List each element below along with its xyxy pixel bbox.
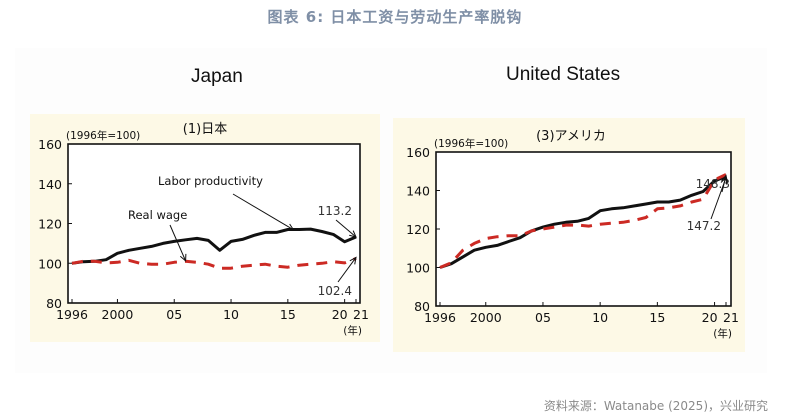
x-axis-unit: (年) [713, 327, 732, 340]
x-tick-label: 10 [223, 307, 239, 322]
x-tick-label: 21 [353, 307, 369, 322]
x-tick-label: 21 [723, 310, 739, 325]
y-tick-label: 100 [406, 261, 430, 276]
annotation-labor-productivity: Labor productivity [158, 174, 263, 188]
plot-area [67, 143, 361, 304]
arrow-wage-2021 [337, 257, 357, 283]
value-label-productivity-2021: 113.2 [318, 204, 352, 218]
labor-productivity-line [71, 227, 357, 265]
annotation-real-wage: Real wage [128, 208, 187, 222]
chart-title: (1)日本 [183, 122, 227, 137]
y-tick-label: 120 [406, 222, 430, 237]
x-tick-label: 20 [332, 307, 348, 322]
y-tick-label: 80 [414, 299, 430, 314]
source-note: 资料来源：Watanabe (2025)，兴业研究 [543, 399, 768, 413]
y-tick-label: 160 [406, 145, 430, 160]
real-wage-line [439, 173, 727, 269]
arrow-productivity-2021 [710, 177, 727, 220]
x-tick-label: 05 [535, 310, 551, 325]
japan-panel: (1)日本 (1996年=100) 160 140 120 100 80 1996 2000 05… [30, 114, 380, 342]
x-tick-label: 15 [280, 307, 296, 322]
x-tick-label: 05 [166, 307, 182, 322]
plot-area [435, 151, 732, 307]
arrow-productivity-2021 [335, 219, 357, 238]
x-tick-label: 20 [702, 310, 718, 325]
y-tick-label: 80 [46, 296, 62, 311]
us-panel: (3)アメリカ (1996年=100) 160 140 120 100 80 1996 2000… [393, 118, 745, 352]
arrow-real-wage-head [179, 253, 187, 262]
arrow-wage-2021-head [349, 256, 357, 265]
arrow-labor-productivity [232, 193, 294, 231]
unit-label: (1996年=100) [434, 137, 508, 150]
arrow-labor-productivity-head [286, 223, 295, 231]
x-tick-label: 2000 [470, 310, 502, 325]
arrow-real-wage [169, 224, 187, 262]
arrow-productivity-2021-head [720, 176, 728, 185]
us-heading: United States [506, 64, 621, 85]
x-tick-label: 2000 [102, 307, 134, 322]
x-tick-label: 1996 [56, 307, 88, 322]
y-tick-label: 120 [38, 217, 62, 232]
unit-label: (1996年=100) [66, 129, 140, 142]
value-label-wage-2021: 102.4 [318, 284, 352, 298]
y-tick-label: 100 [38, 256, 62, 271]
x-tick-label: 1996 [424, 310, 456, 325]
arrow-wage-2021-head [721, 174, 728, 183]
x-axis-unit: (年) [343, 324, 362, 337]
y-tick-label: 140 [406, 184, 430, 199]
labor-productivity-line [439, 175, 727, 269]
x-tick-label: 10 [592, 310, 608, 325]
japan-heading: Japan [191, 66, 243, 87]
y-tick-label: 160 [38, 137, 62, 152]
figure-title: 图表 6: 日本工资与劳动生产率脱钩 [267, 8, 523, 26]
chart-title: (3)アメリカ [536, 129, 606, 144]
y-tick-label: 140 [38, 177, 62, 192]
arrow-productivity-2021-head [349, 230, 357, 238]
value-label-productivity-2021: 147.2 [687, 219, 721, 233]
real-wage-line [71, 257, 357, 270]
x-tick-label: 15 [649, 310, 665, 325]
